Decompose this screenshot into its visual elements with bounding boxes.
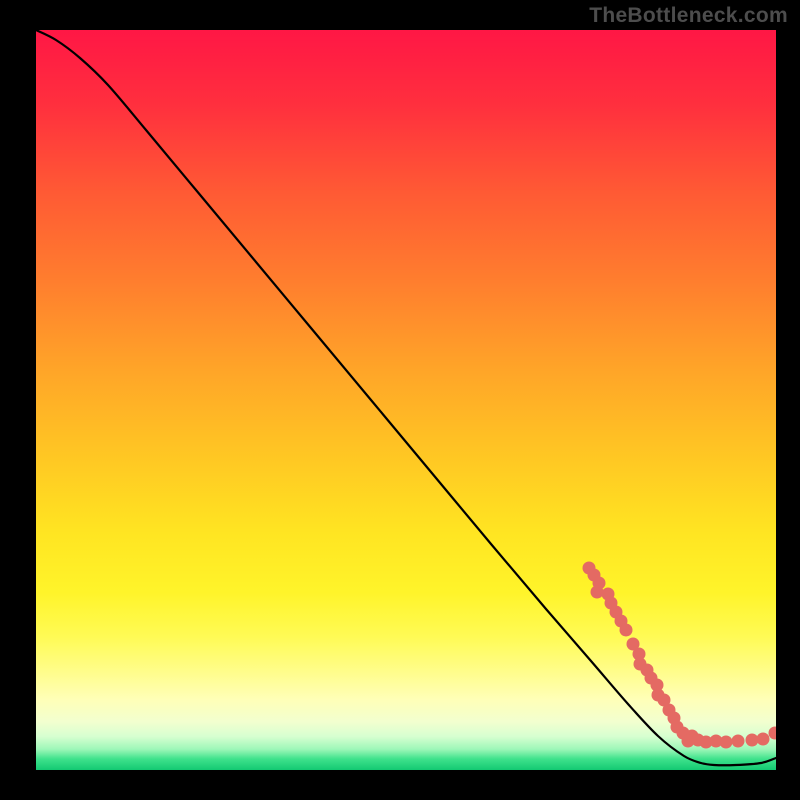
marker-layer <box>583 562 777 749</box>
data-marker <box>591 586 604 599</box>
data-marker <box>620 624 633 637</box>
data-marker <box>769 727 777 740</box>
data-marker <box>757 733 770 746</box>
bottleneck-curve <box>36 30 776 770</box>
curve-path <box>36 30 776 765</box>
chart-container: TheBottleneck.com <box>0 0 800 800</box>
attribution-label: TheBottleneck.com <box>589 4 788 28</box>
data-marker <box>720 736 733 749</box>
data-marker <box>732 735 745 748</box>
data-marker <box>746 734 759 747</box>
plot-area <box>36 30 776 770</box>
